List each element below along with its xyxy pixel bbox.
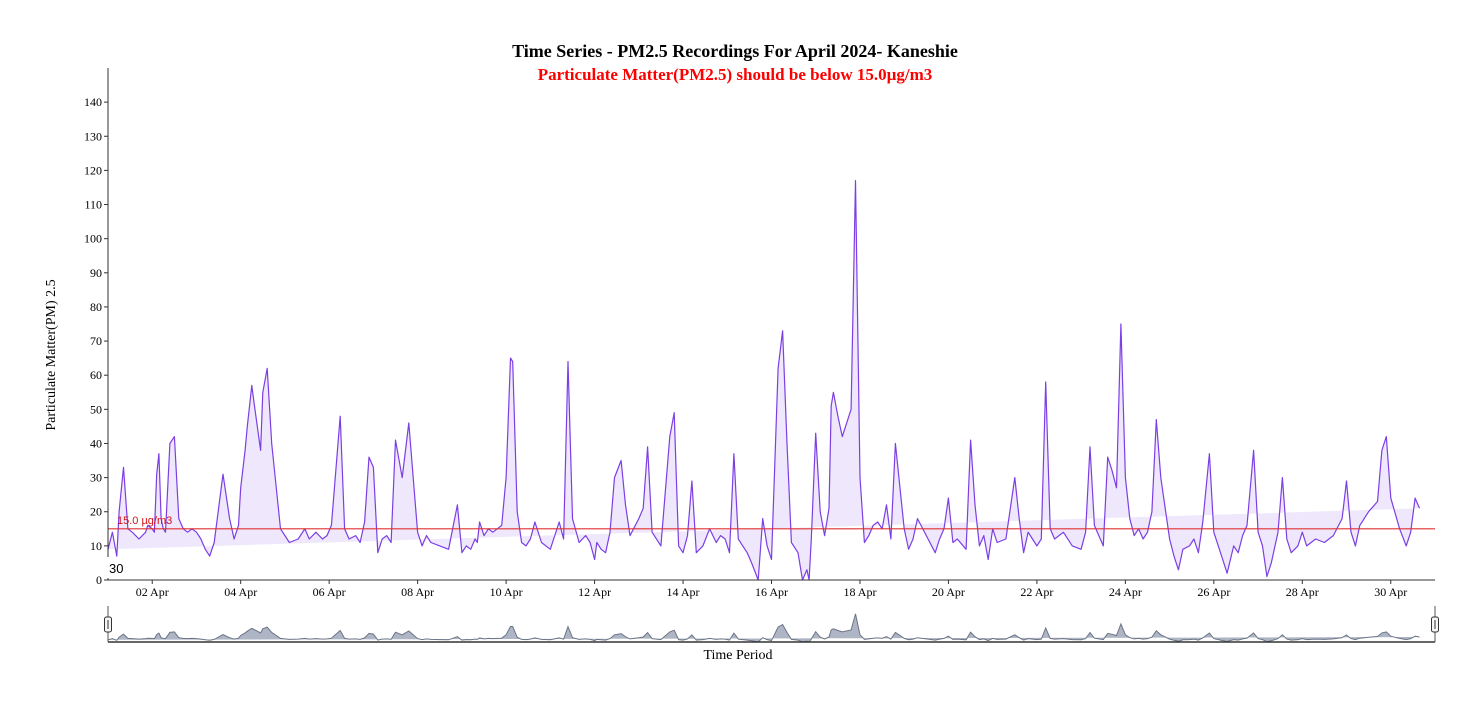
x-tick-label: 14 Apr <box>667 585 700 599</box>
x-axis-title: Time Period <box>703 648 772 663</box>
x-tick-label: 22 Apr <box>1020 585 1053 599</box>
y-tick-label: 80 <box>90 300 102 314</box>
y-tick-label: 110 <box>84 198 102 212</box>
navigator-background <box>108 606 1435 642</box>
y-tick-label: 140 <box>84 95 102 109</box>
y-tick-label: 70 <box>90 334 102 348</box>
y-tick-label: 100 <box>84 232 102 246</box>
hover-value-label: 30 <box>109 561 123 576</box>
hover-value-box <box>106 557 132 578</box>
y-tick-label: 120 <box>84 163 102 177</box>
x-tick-label: 12 Apr <box>578 585 611 599</box>
x-tick-label: 08 Apr <box>401 585 434 599</box>
pm25-series-line[interactable] <box>107 180 1421 581</box>
x-tick-label: 26 Apr <box>1197 585 1230 599</box>
y-tick-label: 50 <box>90 402 102 416</box>
navigator-series <box>107 613 1420 643</box>
chart-subtitle: Particulate Matter(PM2.5) should be belo… <box>537 65 933 84</box>
y-axis-title: Particulate Matter(PM) 2.5 <box>44 279 59 430</box>
x-tick-label: 06 Apr <box>313 585 346 599</box>
y-tick-label: 0 <box>96 573 102 587</box>
x-tick-label: 30 Apr <box>1374 585 1407 599</box>
x-tick-label: 10 Apr <box>490 585 523 599</box>
x-tick-label: 24 Apr <box>1109 585 1142 599</box>
x-tick-label: 28 Apr <box>1286 585 1319 599</box>
x-tick-label: 02 Apr <box>136 585 169 599</box>
threshold-label: 15.0 µg/m3 <box>117 515 172 527</box>
y-tick-label: 20 <box>90 505 102 519</box>
y-tick-label: 60 <box>90 368 102 382</box>
y-tick-label: 40 <box>90 436 102 450</box>
y-tick-label: 90 <box>90 266 102 280</box>
y-tick-label: 130 <box>84 129 102 143</box>
y-tick-label: 10 <box>90 539 102 553</box>
x-tick-label: 18 Apr <box>843 585 876 599</box>
chart-title: Time Series - PM2.5 Recordings For April… <box>512 41 958 61</box>
x-tick-label: 20 Apr <box>932 585 965 599</box>
y-tick-label: 30 <box>90 471 102 485</box>
pm25-area-fill <box>108 180 1420 580</box>
x-tick-label: 16 Apr <box>755 585 788 599</box>
x-tick-label: 04 Apr <box>224 585 257 599</box>
